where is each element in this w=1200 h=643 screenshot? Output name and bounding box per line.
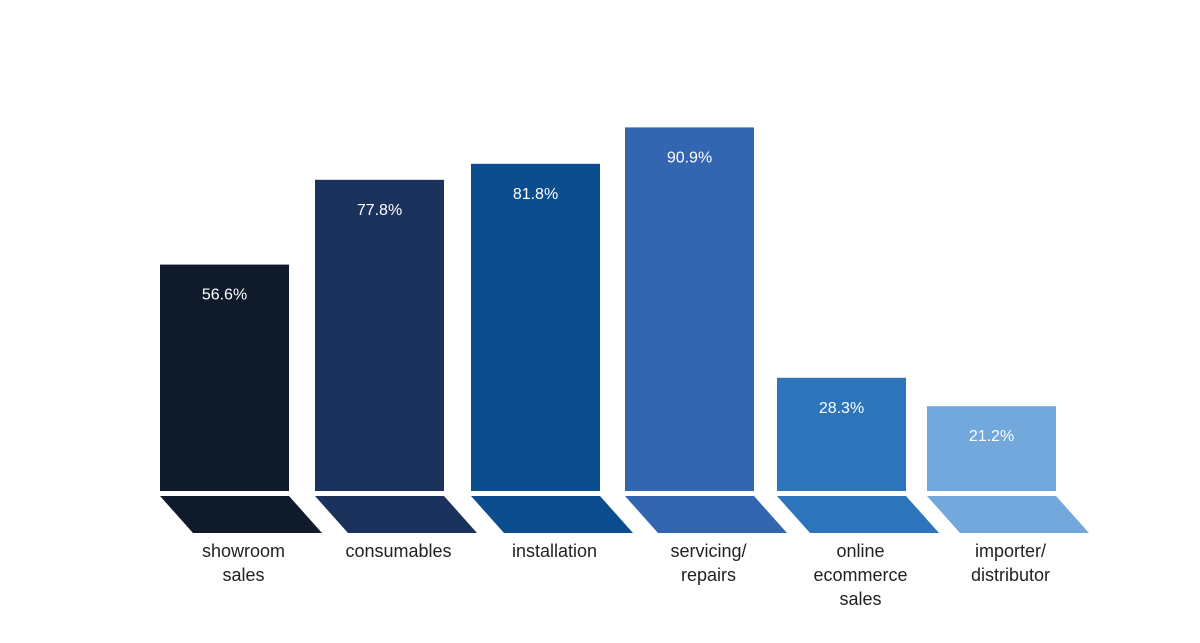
bar-base-1 <box>315 496 477 533</box>
bar-1 <box>315 179 444 492</box>
value-label-0: 56.6% <box>202 287 247 304</box>
category-label-line: sales <box>839 589 881 609</box>
value-label-4: 28.3% <box>819 400 864 417</box>
category-label-1: consumables <box>345 541 451 561</box>
category-label-line: servicing/ <box>670 541 746 561</box>
bar-5 <box>927 406 1056 491</box>
category-label-0: showroom sales <box>202 541 285 585</box>
category-label-line: distributor <box>971 565 1050 585</box>
bar-base-2 <box>471 496 633 533</box>
bar-base-0 <box>160 496 322 533</box>
category-labels-group: showroom sales consumables installation serv… <box>202 541 1050 609</box>
value-label-3: 90.9% <box>667 149 712 166</box>
category-label-line: consumables <box>345 541 451 561</box>
category-label-line: showroom <box>202 541 285 561</box>
category-label-line: ecommerce <box>813 565 907 585</box>
category-label-2: installation <box>512 541 597 561</box>
category-label-line: sales <box>222 565 264 585</box>
category-label-line: installation <box>512 541 597 561</box>
value-labels-group: 56.6% 77.8% 81.8% 90.9% 28.3% 21.2% <box>202 149 1014 445</box>
category-label-4: online ecommerce sales <box>813 541 907 609</box>
value-label-1: 77.8% <box>357 202 402 219</box>
bar-base-4 <box>777 496 939 533</box>
category-label-5: importer/distributor <box>971 541 1050 585</box>
category-label-line: importer/ <box>975 541 1046 561</box>
bar-bases-group <box>160 496 1089 533</box>
value-label-5: 21.2% <box>969 428 1014 445</box>
value-label-2: 81.8% <box>513 186 558 203</box>
bar-base-3 <box>625 496 787 533</box>
bars-group <box>160 127 1056 492</box>
bar-3 <box>625 127 754 492</box>
category-label-line: repairs <box>681 565 736 585</box>
bar-2 <box>471 163 600 492</box>
category-label-3: servicing/repairs <box>670 541 746 585</box>
bar-0 <box>160 264 289 491</box>
bar-4 <box>777 377 906 491</box>
bar-base-5 <box>927 496 1089 533</box>
category-label-line: online <box>836 541 884 561</box>
